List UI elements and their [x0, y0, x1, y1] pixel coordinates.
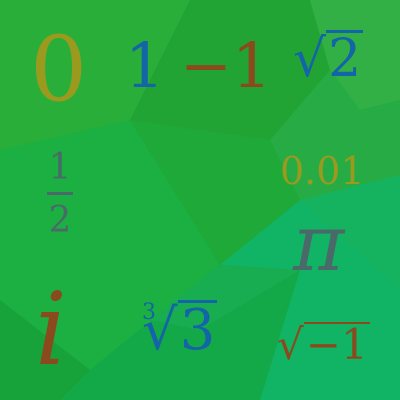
radical-sign: √ — [142, 298, 178, 363]
fraction-numerator: 1 — [48, 147, 72, 188]
radicand-two: 2 — [326, 29, 364, 89]
hundredth-symbol: 0.01 — [280, 149, 365, 193]
minus-one-symbol: −1 — [180, 29, 272, 102]
cube-root-index: 3 — [142, 300, 156, 325]
radicand-negative-one: −1 — [303, 320, 370, 369]
cube-root-three-symbol: 3 √3 — [142, 298, 218, 363]
radical-sign: √ — [277, 320, 304, 369]
fraction-denominator: 2 — [48, 200, 72, 241]
fraction-bar — [47, 192, 73, 195]
one-symbol: 1 — [125, 29, 165, 102]
pi-symbol: π — [293, 199, 345, 289]
radicand-three: 3 — [177, 298, 218, 363]
one-half-fraction: 1 2 — [40, 150, 80, 239]
zero-symbol: 0 — [30, 17, 88, 122]
sqrt-negative-one-symbol: √−1 — [277, 322, 370, 366]
imaginary-i-symbol: i — [35, 271, 67, 388]
sqrt-two-symbol: √2 — [293, 29, 364, 89]
radical-sign: √ — [293, 29, 327, 89]
